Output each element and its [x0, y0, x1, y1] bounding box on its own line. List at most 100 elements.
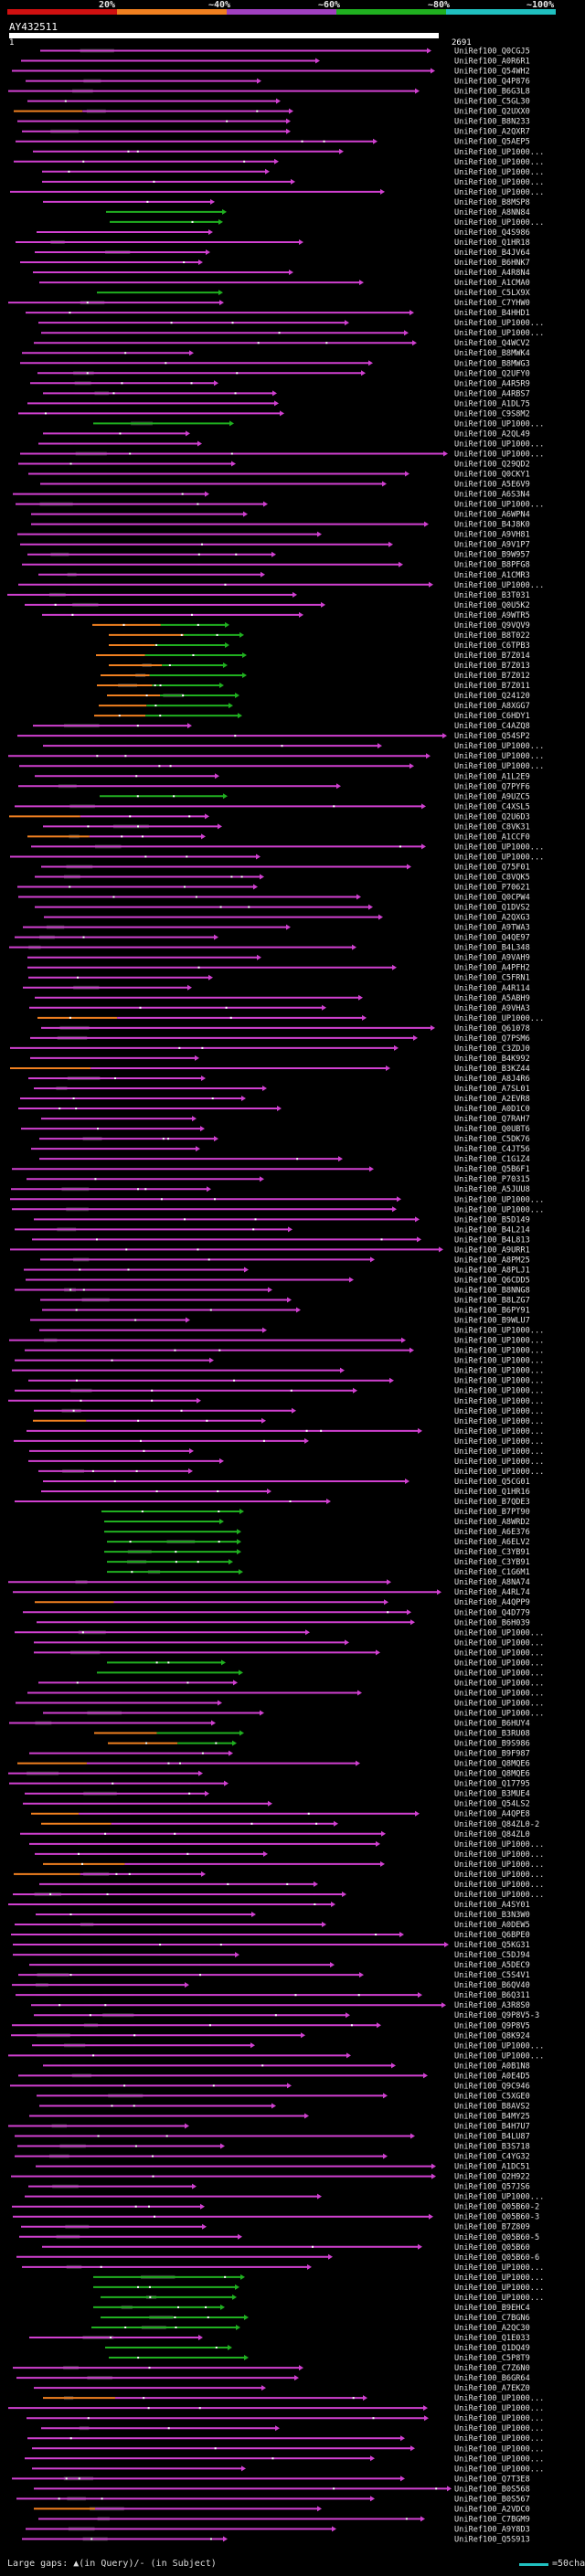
hit-arrow-icon: [421, 803, 426, 810]
hit-arrow-icon: [410, 2133, 415, 2139]
scale-segment: [227, 9, 336, 15]
hit-arrow-icon: [421, 843, 426, 850]
hit-arrow-icon: [208, 228, 213, 235]
hit-label: UniRef100_A1DC51: [454, 2163, 530, 2172]
insertion-tick: [69, 1913, 72, 1915]
hit-label: UniRef100_C8VK31: [454, 822, 530, 832]
hit-arrow-icon: [244, 1267, 249, 1273]
hit-arrow-icon: [359, 280, 364, 286]
insertion-tick: [281, 745, 283, 747]
hit-label: UniRef100_B4LU87: [454, 2133, 530, 2142]
insertion-tick: [136, 150, 139, 153]
hit-arrow-icon: [317, 2193, 322, 2200]
hit-label: UniRef100_C1G1Z4: [454, 1155, 530, 1164]
hit-label: UniRef100_UP1000...: [454, 1648, 544, 1658]
insertion-tick: [87, 825, 90, 828]
hit-arrow-icon: [286, 128, 291, 134]
hit-label: UniRef100_Q05B60-6: [454, 2253, 539, 2263]
hit-label: UniRef100_Q1E033: [454, 2334, 530, 2343]
hit-label: UniRef100_C7BGM9: [454, 2515, 530, 2524]
insertion-tick: [167, 2427, 170, 2430]
hit-label: UniRef100_A6WPN4: [454, 511, 530, 520]
insertion-tick: [111, 1359, 113, 1362]
hit-arrow-icon: [392, 1206, 397, 1213]
insertion-tick: [127, 1268, 130, 1271]
insertion-tick: [399, 845, 401, 848]
hit-label: UniRef100_P70621: [454, 884, 530, 893]
hit-label: UniRef100_Q54SP2: [454, 732, 530, 741]
hit-arrow-icon: [317, 2506, 322, 2512]
hit-label: UniRef100_B6Q311: [454, 1991, 530, 2000]
hit-label: UniRef100_B5D149: [454, 1215, 530, 1224]
hit-label: UniRef100_B9WLU7: [454, 1317, 530, 1326]
insertion-tick: [230, 452, 233, 455]
insertion-tick: [155, 1661, 158, 1664]
hit-label: UniRef100_A4R8N4: [454, 269, 530, 278]
hit-label: UniRef100_B7Z013: [454, 662, 530, 671]
hit-label: UniRef100_UP1000...: [454, 2394, 544, 2403]
hit-arrow-icon: [238, 713, 242, 719]
hit-label: UniRef100_UP1000...: [454, 218, 544, 228]
insertion-tick: [112, 1782, 114, 1785]
hit-arrow-icon: [201, 1871, 206, 1877]
hit-arrow-icon: [236, 2324, 240, 2330]
hit-arrow-icon: [250, 2042, 255, 2049]
insertion-tick: [314, 1903, 316, 1905]
hit-label: UniRef100_UP1000...: [454, 1327, 544, 1336]
hit-arrow-icon: [368, 904, 373, 910]
hit-arrow-icon: [412, 340, 417, 346]
hit-label: UniRef100_A4RBS7: [454, 389, 530, 398]
hit-label: UniRef100_B6H039: [454, 1618, 530, 1627]
hit-arrow-icon: [431, 1024, 435, 1031]
insertion-tick: [75, 1379, 78, 1382]
insertion-tick: [162, 1138, 165, 1140]
hit-arrow-icon: [401, 1337, 406, 1343]
hit-arrow-icon: [239, 631, 244, 638]
hit-arrow-icon: [380, 188, 385, 195]
hit-label: UniRef100_A0E4D5: [454, 2072, 530, 2081]
hit-label: UniRef100_B7Z809: [454, 2223, 530, 2232]
hit-label: UniRef100_Q2U6D3: [454, 812, 530, 822]
hit-arrow-icon: [439, 1246, 443, 1253]
hit-label: UniRef100_UP1000...: [454, 2294, 544, 2303]
hit-label: UniRef100_C3YB91: [454, 1558, 530, 1567]
hit-label: UniRef100_Q84ZL0-2: [454, 1820, 539, 1829]
insertion-tick: [124, 352, 127, 355]
hit-arrow-icon: [277, 1106, 282, 1112]
insertion-tick: [183, 885, 186, 888]
hit-label: UniRef100_UP1000...: [454, 1397, 544, 1406]
hit-label: UniRef100_UP1000...: [454, 843, 544, 852]
hit-arrow-icon: [304, 1437, 309, 1444]
hit-arrow-icon: [410, 1347, 414, 1353]
hit-arrow-icon: [359, 1972, 364, 1978]
hit-arrow-icon: [263, 501, 268, 507]
hit-label: UniRef100_UP1000...: [454, 2274, 544, 2283]
hit-label: UniRef100_Q5S913: [454, 2535, 530, 2544]
hit-arrow-icon: [357, 1690, 362, 1696]
insertion-tick: [136, 725, 139, 727]
hit-label: UniRef100_B3RU08: [454, 1730, 530, 1739]
hit-arrow-icon: [219, 1458, 224, 1464]
hit-arrow-icon: [381, 1830, 386, 1837]
hit-arrow-icon: [242, 652, 247, 658]
hit-label: UniRef100_UP1000...: [454, 501, 544, 510]
insertion-tick: [96, 1128, 99, 1130]
hit-label: UniRef100_B8MWK4: [454, 349, 530, 358]
insertion-tick: [178, 1046, 181, 1049]
hit-arrow-icon: [229, 1559, 233, 1565]
hit-arrow-icon: [241, 1096, 246, 1102]
hit-arrow-icon: [229, 420, 234, 427]
insertion-tick: [181, 493, 184, 495]
hit-arrow-icon: [268, 1287, 272, 1293]
insertion-tick: [405, 2518, 408, 2520]
hit-label: UniRef100_B7Z011: [454, 682, 530, 691]
hit-arrow-icon: [380, 1860, 385, 1867]
hit-arrow-icon: [291, 178, 295, 185]
insertion-tick: [104, 2004, 107, 2007]
hit-label: UniRef100_A5E6V9: [454, 481, 530, 490]
hit-arrow-icon: [361, 370, 366, 376]
scale-label: ~80%: [428, 0, 451, 10]
hit-arrow-icon: [262, 1327, 267, 1333]
hit-label: UniRef100_Q9VQV9: [454, 621, 530, 631]
hit-arrow-icon: [353, 1387, 357, 1394]
